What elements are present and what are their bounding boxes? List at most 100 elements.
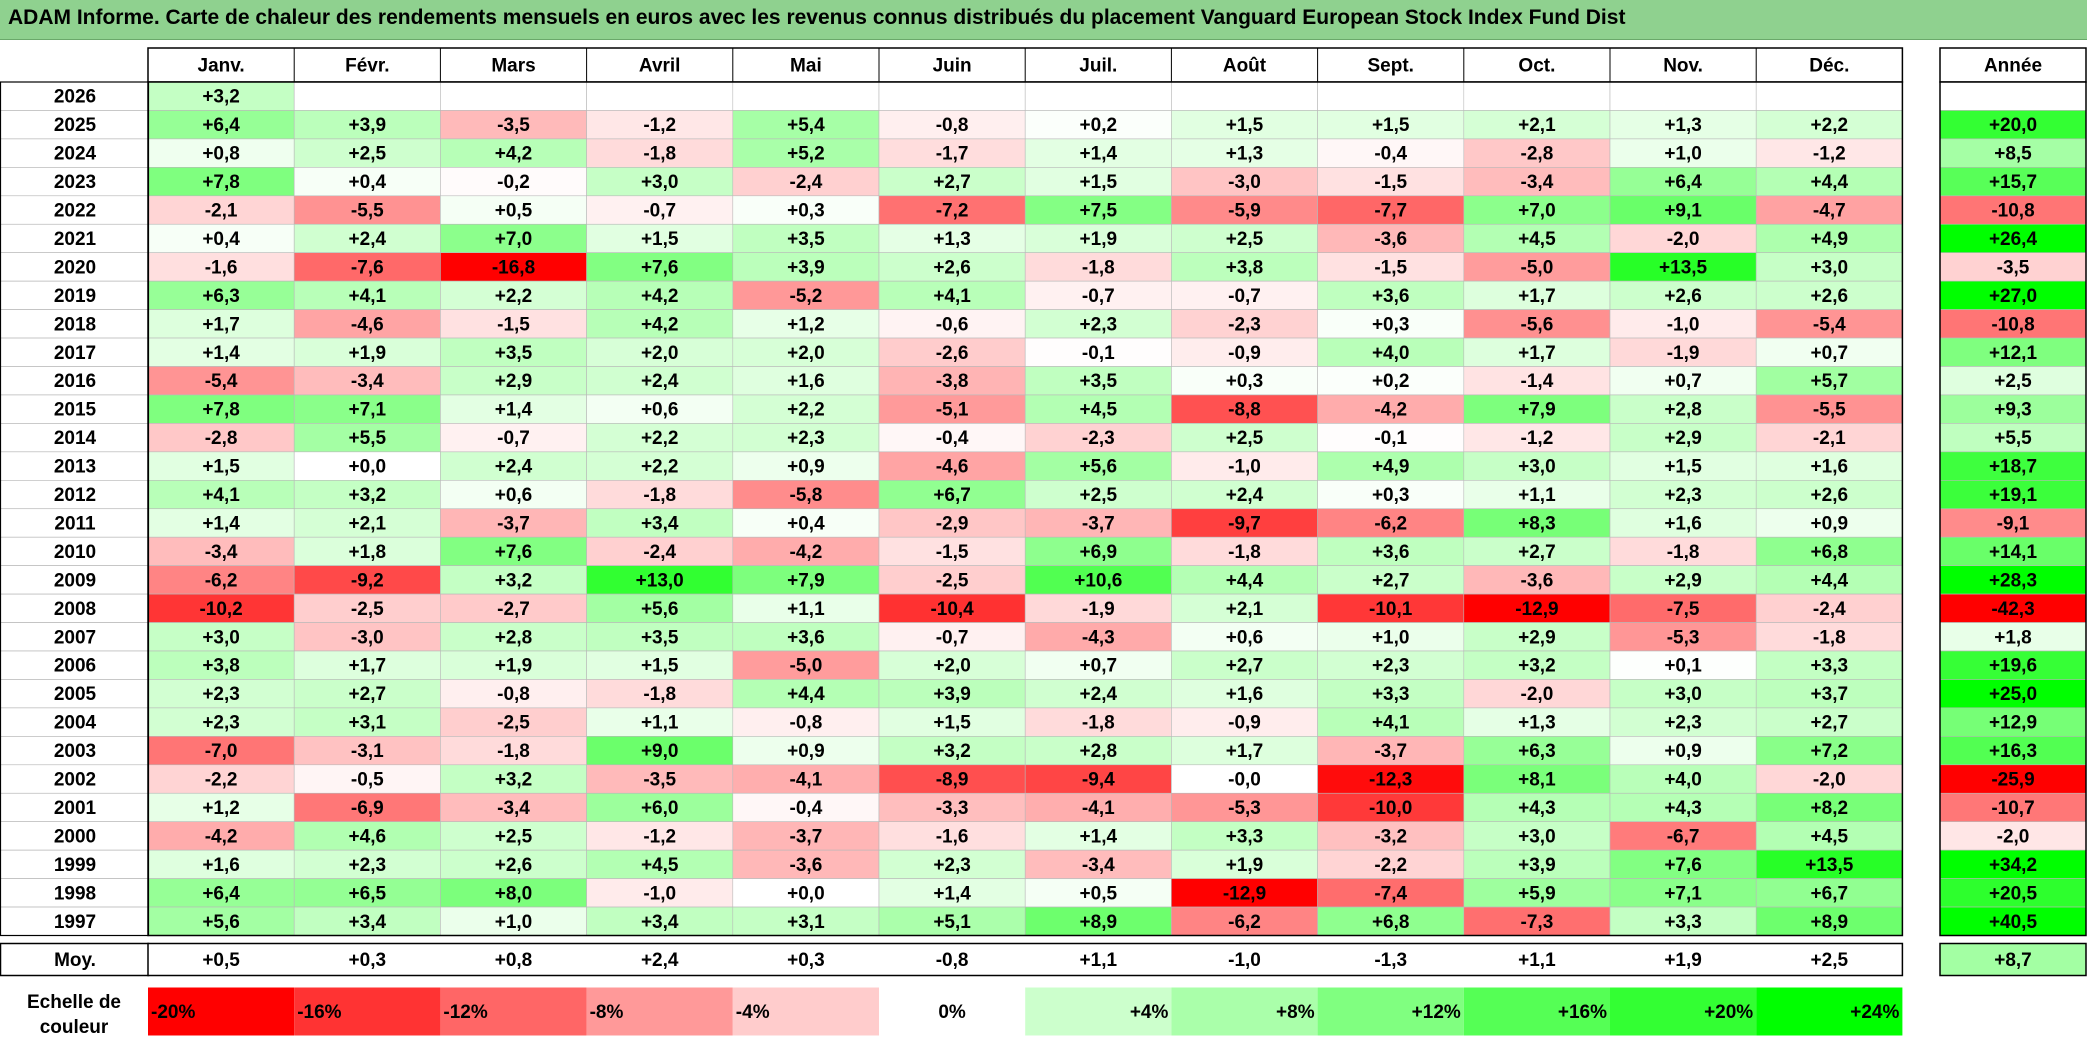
year-label: 2016 — [54, 371, 96, 392]
cell-value: +0,2 — [1080, 115, 1118, 136]
annual-value: +16,3 — [1989, 741, 2037, 762]
heatmap-cell — [878, 167, 1026, 197]
cell-value: +1,5 — [1080, 172, 1118, 193]
cell-value: +3,2 — [933, 741, 971, 762]
cell-value: +4,5 — [1518, 229, 1556, 250]
cell-value: +7,9 — [1518, 400, 1556, 421]
heatmap-cell — [440, 451, 587, 481]
cell-value: -0,6 — [936, 314, 969, 335]
heatmap-cell — [1171, 792, 1318, 823]
heatmap-cell — [586, 138, 734, 168]
heatmap-cell — [1609, 707, 1757, 737]
heatmap-cell — [440, 536, 587, 566]
heatmap-cell — [586, 849, 734, 879]
cell-value: -10,2 — [199, 599, 242, 620]
year-label-cell — [0, 821, 149, 851]
heatmap-cell — [293, 223, 441, 254]
cell-value: +4,4 — [1226, 570, 1264, 591]
cell-value: +1,4 — [933, 883, 971, 904]
heatmap-cell — [732, 508, 880, 538]
year-label: 2026 — [54, 87, 96, 108]
cell-value: +7,9 — [787, 570, 825, 591]
heatmap-cell — [586, 679, 734, 709]
annual-value: +1,8 — [1994, 627, 2032, 648]
year-label: 1997 — [54, 912, 96, 933]
cell-value: +7,5 — [1080, 201, 1118, 222]
cell-value: -5,6 — [1521, 314, 1554, 335]
scale-label: +24% — [1850, 1002, 1899, 1023]
cell-value: +3,3 — [1664, 912, 1702, 933]
cell-value: -9,4 — [1082, 770, 1115, 791]
annual-cell — [1939, 423, 2087, 453]
heatmap-cell — [1609, 195, 1757, 225]
cell-value: +2,4 — [495, 457, 533, 478]
heatmap-cell — [440, 821, 587, 851]
annual-value: -9,1 — [1997, 513, 2030, 534]
heatmap-cell — [1171, 366, 1318, 396]
heatmap-cell — [1171, 679, 1318, 709]
heatmap-cell — [1171, 195, 1318, 225]
year-label-cell — [0, 423, 149, 453]
heatmap-cell — [1171, 167, 1318, 197]
heatmap-cell — [586, 195, 734, 225]
cell-value: +0,3 — [1372, 485, 1410, 506]
heatmap-cell — [586, 252, 734, 282]
heatmap-cell — [1463, 593, 1611, 623]
chart-title: ADAM Informe. Carte de chaleur des rende… — [8, 6, 1626, 29]
cell-value: +0,5 — [1080, 883, 1118, 904]
heatmap-cell — [1317, 707, 1465, 737]
heatmap-cell — [440, 508, 587, 538]
heatmap-cell — [1317, 622, 1465, 652]
heatmap-cell — [878, 195, 1026, 225]
heatmap-cell — [440, 394, 587, 424]
cell-value: +1,6 — [1664, 513, 1702, 534]
heatmap-cell — [1171, 423, 1318, 453]
scale-swatch — [732, 987, 879, 1036]
heatmap-cell — [732, 650, 880, 680]
year-label: 2010 — [54, 542, 96, 563]
year-label-cell — [0, 223, 149, 254]
cell-value: +2,4 — [1080, 684, 1118, 705]
cell-value: -0,7 — [497, 428, 530, 449]
cell-value: +3,0 — [202, 627, 240, 648]
cell-value: +3,2 — [349, 485, 387, 506]
cell-value: -5,4 — [1813, 314, 1846, 335]
annual-cell — [1939, 366, 2087, 396]
cell-value: +8,0 — [495, 883, 533, 904]
cell-value: -5,8 — [790, 485, 823, 506]
heatmap-cell — [1609, 337, 1757, 367]
cell-value: +1,8 — [349, 542, 387, 563]
annual-value: -25,9 — [1991, 770, 2034, 791]
heatmap-cell — [440, 479, 587, 510]
year-label: 2001 — [54, 798, 97, 819]
heatmap-cell — [1755, 536, 1903, 566]
heatmap-cell — [1317, 821, 1465, 851]
heatmap-cell — [732, 223, 880, 254]
cell-value: -2,8 — [205, 428, 238, 449]
cell-value: +3,8 — [202, 656, 240, 677]
cell-value: -0,7 — [1228, 286, 1261, 307]
cell-value: +1,7 — [349, 656, 387, 677]
heatmap-cell — [147, 764, 295, 794]
average-value: +1,1 — [1518, 950, 1556, 971]
cell-value: -4,6 — [351, 314, 384, 335]
cell-value: -4,2 — [790, 542, 823, 563]
cell-value: +4,4 — [1811, 172, 1849, 193]
scale-label: +20% — [1704, 1002, 1753, 1023]
cell-value: +1,1 — [641, 713, 679, 734]
heatmap-cell — [1024, 536, 1172, 566]
heatmap-cell — [732, 792, 880, 823]
cell-value: +4,1 — [933, 286, 971, 307]
annual-header-cell — [1939, 47, 2087, 83]
scale-label: -12% — [443, 1002, 487, 1023]
cell-value: -3,4 — [205, 542, 238, 563]
cell-value: +3,0 — [641, 172, 679, 193]
heatmap-cell — [147, 394, 295, 424]
year-label: 1998 — [54, 883, 96, 904]
cell-value: -0,7 — [1082, 286, 1115, 307]
scale-label: -16% — [297, 1002, 341, 1023]
heatmap-cell — [293, 280, 441, 310]
cell-value: -1,2 — [643, 826, 676, 847]
heatmap-cell — [1171, 394, 1318, 424]
cell-value: +1,3 — [1226, 144, 1264, 165]
